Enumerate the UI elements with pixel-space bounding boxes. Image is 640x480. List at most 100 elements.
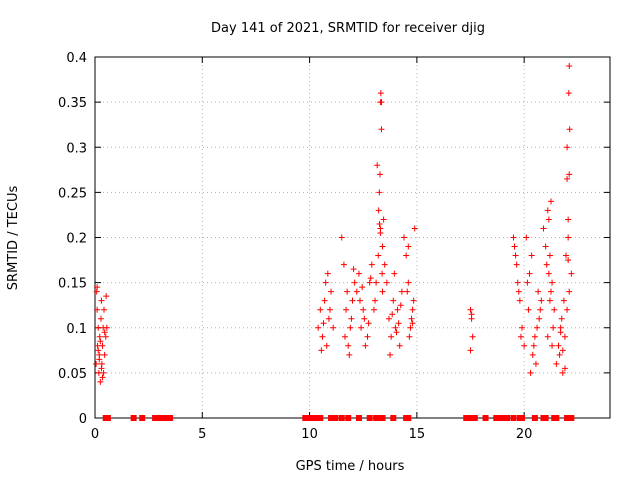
data-point — [381, 261, 388, 268]
data-point — [98, 365, 105, 372]
data-point — [348, 315, 355, 322]
data-point — [564, 306, 571, 313]
data-point — [326, 306, 333, 313]
data-point — [361, 315, 368, 322]
zero-point — [471, 415, 478, 421]
data-point — [103, 293, 110, 300]
data-point — [545, 270, 552, 277]
data-point — [378, 126, 385, 133]
data-point — [515, 288, 522, 295]
data-point — [328, 288, 335, 295]
data-point — [379, 288, 386, 295]
data-point — [394, 306, 401, 313]
data-point — [403, 252, 410, 259]
data-point — [410, 297, 417, 304]
y-tick-label: 0.35 — [58, 96, 87, 111]
data-point — [549, 279, 556, 286]
data-point — [320, 320, 327, 327]
data-point — [377, 90, 384, 97]
data-point — [93, 360, 100, 367]
data-point — [517, 333, 524, 340]
y-tick-label: 0.15 — [58, 277, 87, 292]
data-point — [546, 252, 553, 259]
zero-point — [379, 415, 386, 421]
data-point — [98, 297, 105, 304]
data-point — [370, 306, 377, 313]
data-point — [398, 288, 405, 295]
data-point — [97, 378, 104, 385]
data-point — [340, 261, 347, 268]
x-axis-label: GPS time / hours — [296, 459, 405, 474]
data-point — [559, 347, 566, 354]
data-point — [535, 288, 542, 295]
data-point — [373, 279, 380, 286]
data-point — [401, 234, 407, 241]
y-tick-label: 0 — [79, 412, 87, 427]
data-point — [525, 306, 532, 313]
data-point — [407, 324, 414, 331]
zero-point — [482, 415, 489, 421]
data-point — [338, 234, 345, 241]
zero-point — [519, 415, 526, 421]
data-point — [527, 369, 534, 376]
data-point — [372, 297, 379, 304]
data-point — [566, 63, 573, 70]
data-point — [392, 324, 399, 331]
data-point — [568, 270, 575, 277]
data-point — [388, 333, 395, 340]
data-point — [468, 311, 475, 318]
data-point — [359, 284, 366, 291]
data-point — [97, 338, 104, 345]
x-tick-label: 10 — [301, 427, 318, 442]
data-point — [566, 288, 573, 295]
plot-frame — [94, 56, 611, 419]
data-point — [364, 333, 371, 340]
data-point — [99, 342, 106, 349]
data-point — [362, 342, 369, 349]
data-point — [544, 333, 551, 340]
data-point — [357, 297, 364, 304]
y-tick-label: 0.3 — [66, 141, 87, 156]
data-point — [94, 284, 101, 291]
data-point — [318, 347, 325, 354]
zero-point — [355, 415, 362, 421]
data-point — [559, 369, 566, 376]
data-point — [323, 342, 330, 349]
data-point — [545, 216, 552, 223]
data-point — [406, 333, 413, 340]
data-point — [375, 207, 382, 214]
zero-point — [317, 415, 324, 421]
data-point — [325, 315, 332, 322]
data-point — [560, 297, 567, 304]
zero-point — [104, 415, 111, 421]
data-point — [101, 351, 108, 358]
data-point — [409, 320, 416, 327]
data-point — [344, 288, 351, 295]
data-point — [558, 315, 565, 322]
data-points — [93, 63, 575, 421]
data-point — [405, 243, 412, 250]
grid — [95, 57, 610, 418]
zero-point — [366, 415, 373, 421]
data-point — [387, 351, 394, 358]
data-point — [547, 198, 554, 205]
data-point — [376, 171, 383, 178]
zero-point — [553, 415, 560, 421]
data-point — [514, 279, 521, 286]
zero-point — [531, 415, 538, 421]
data-point — [102, 333, 109, 340]
data-point — [375, 252, 382, 259]
zero-point — [313, 415, 320, 421]
data-point — [341, 333, 348, 340]
data-point — [565, 257, 572, 264]
x-tick-label: 20 — [516, 427, 533, 442]
y-tick-label: 0.1 — [66, 322, 87, 337]
data-point — [380, 216, 387, 223]
data-point — [365, 320, 372, 327]
data-point — [513, 261, 520, 268]
zero-point — [542, 415, 549, 421]
data-point — [100, 369, 107, 376]
data-point — [469, 333, 476, 340]
data-point — [538, 297, 545, 304]
data-point — [321, 297, 328, 304]
